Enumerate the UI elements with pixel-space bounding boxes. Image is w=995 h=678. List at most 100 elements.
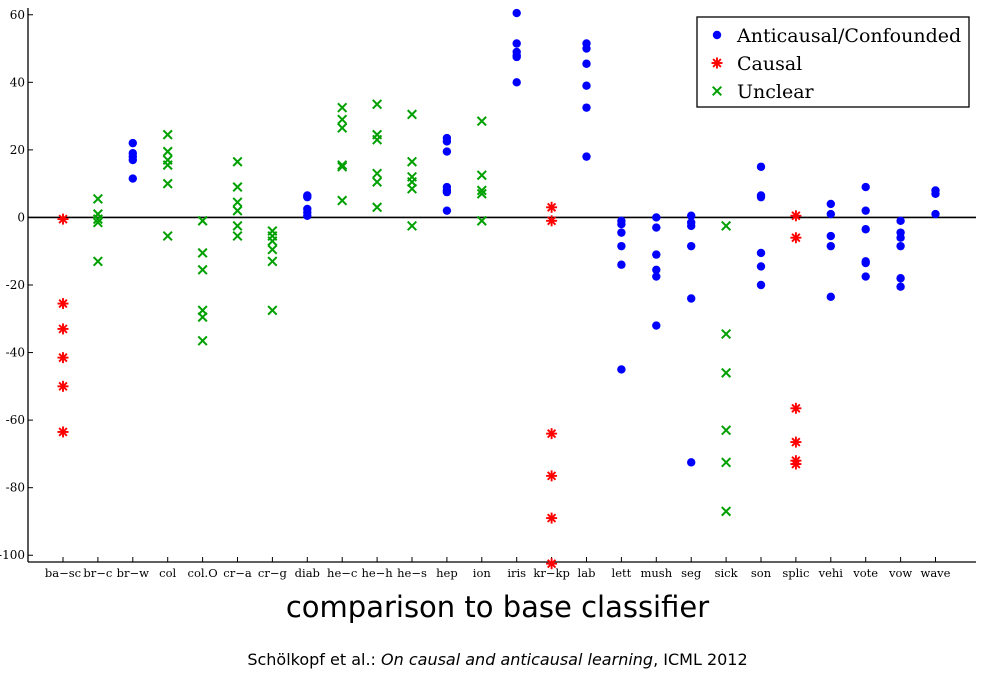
citation-venue: , ICML 2012 [653,650,748,669]
point-anticausal-confounded [652,272,661,281]
x-tick-label: sick [715,566,739,580]
point-anticausal-confounded [303,211,312,220]
point-anticausal-confounded [861,206,870,215]
point-unclear [197,312,208,323]
point-unclear [337,160,348,171]
point-anticausal-confounded [652,223,661,232]
x-tick-label: lett [612,566,632,580]
point-anticausal-confounded [442,137,452,146]
point-anticausal-confounded [617,260,626,269]
point-anticausal-confounded [896,233,905,242]
point-unclear [232,156,243,167]
point-unclear [406,109,418,120]
point-causal [790,436,802,448]
point-anticausal-confounded [687,294,696,303]
point-unclear [406,183,418,194]
y-tick-label: -40 [6,346,25,360]
point-causal [790,458,802,470]
point-anticausal-confounded [442,206,452,215]
x-tick-label: cr−g [258,566,288,580]
legend: Anticausal/Confounded Causal Unclear [696,16,970,108]
point-causal [546,470,558,482]
y-tick-label: -20 [6,278,25,292]
point-anticausal-confounded [652,213,661,222]
point-unclear [721,220,732,231]
point-unclear [232,205,243,216]
legend-marker-causal [711,57,723,69]
point-unclear [267,236,278,247]
point-unclear [721,506,732,517]
point-anticausal-confounded [826,292,835,302]
x-tick-label: ba−sc [45,566,81,580]
y-tick-label: -100 [0,548,25,562]
point-anticausal-confounded [756,262,766,271]
point-unclear [721,457,732,468]
point-unclear [372,168,383,179]
point-causal [790,232,802,244]
point-causal [57,352,69,364]
legend-marker-unclear [711,85,723,97]
x-tick-label: hep [436,566,458,580]
x-tick-label: wave [920,566,950,580]
y-tick-label: 40 [10,75,25,89]
x-tick-label: br−c [83,566,112,580]
point-unclear [162,178,173,189]
point-causal [790,402,802,414]
point-unclear [232,220,243,231]
point-causal [57,323,69,335]
x-tick-label: he−c [327,566,357,580]
citation-authors: Schölkopf et al.: [247,650,382,669]
point-unclear [372,134,383,145]
x-tick-label: he−s [397,566,427,580]
point-unclear [92,217,103,228]
point-unclear [92,256,103,267]
point-unclear [406,156,418,167]
point-causal [546,558,558,570]
y-tick-label: 60 [10,8,25,22]
point-anticausal-confounded [687,211,696,220]
x-tick-label: vehi [818,566,844,580]
point-anticausal-confounded [128,174,137,183]
y-tick-label: -80 [6,481,25,495]
y-tick-label: 20 [10,143,25,157]
point-anticausal-confounded [617,241,626,251]
x-tick-label: ion [473,566,492,580]
point-anticausal-confounded [582,103,591,112]
point-unclear [476,170,487,181]
point-anticausal-confounded [896,282,905,291]
x-tick-label: col.O [188,566,218,580]
y-tick-label: -60 [6,413,25,427]
x-tick-label: son [751,566,772,580]
x-tick-label: vote [852,566,878,580]
point-anticausal-confounded [582,81,591,90]
point-anticausal-confounded [582,44,591,53]
point-anticausal-confounded [687,221,696,231]
point-anticausal-confounded [442,187,452,197]
point-anticausal-confounded [617,219,626,229]
point-unclear [162,129,173,140]
point-causal [57,213,69,225]
point-anticausal-confounded [756,248,766,258]
point-anticausal-confounded [512,8,521,18]
citation-title: On causal and anticausal learning [381,650,654,669]
point-unclear [267,244,278,255]
point-causal [546,512,558,524]
legend-box [696,16,970,108]
point-anticausal-confounded [861,272,870,281]
point-anticausal-confounded [931,189,940,198]
point-anticausal-confounded [617,228,626,237]
point-unclear [721,367,732,378]
point-causal [790,210,802,222]
legend-label-causal: Causal [737,53,802,75]
point-unclear [92,214,103,225]
x-tick-label: vow [888,566,912,580]
point-anticausal-confounded [826,241,835,251]
point-unclear [232,182,243,193]
point-unclear [162,231,173,242]
point-causal [57,426,69,438]
point-anticausal-confounded [582,152,591,161]
x-tick-label: splic [782,566,809,580]
point-anticausal-confounded [756,162,766,171]
point-anticausal-confounded [512,39,521,48]
